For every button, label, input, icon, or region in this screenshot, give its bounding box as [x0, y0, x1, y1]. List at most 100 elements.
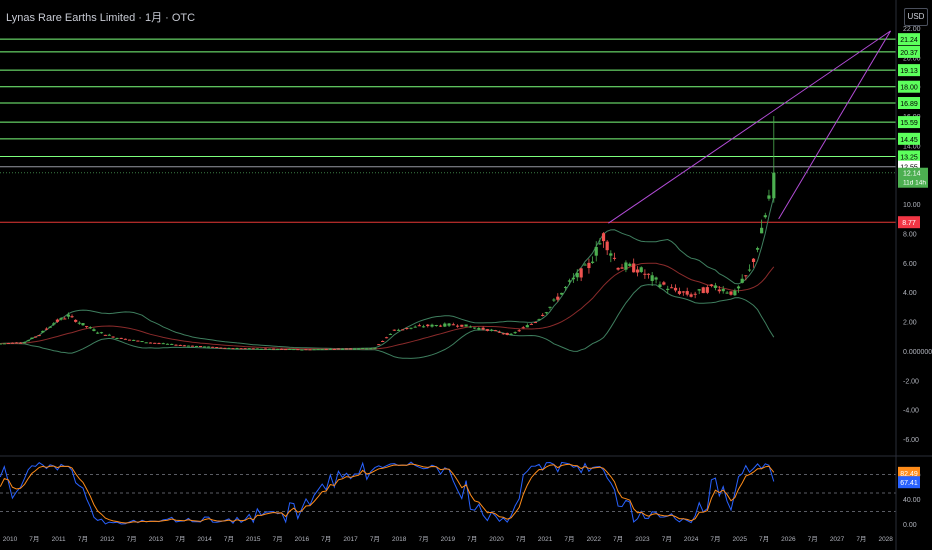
candle-body	[320, 349, 324, 351]
resistance-label: 19.13	[900, 68, 918, 75]
candle-body	[44, 328, 49, 330]
stochastic-k-label: 82.49	[900, 471, 918, 478]
candle-body	[744, 275, 748, 277]
time-tick-label: 2012	[100, 536, 115, 543]
time-tick-label: 2027	[830, 536, 845, 543]
time-tick-label: 2011	[52, 536, 66, 543]
trend-line	[778, 30, 891, 220]
currency-button[interactable]: USD	[904, 8, 928, 26]
time-tick-label: 7月	[78, 535, 88, 543]
candle-body	[284, 349, 288, 351]
candle-body	[605, 241, 609, 251]
candle-body	[161, 343, 165, 345]
candle-body	[693, 293, 697, 295]
candle-body	[92, 329, 96, 331]
time-tick-label: 7月	[516, 535, 526, 543]
time-tick-label: 2013	[149, 536, 164, 543]
candle-body	[365, 348, 369, 350]
resistance-label: 20.37	[900, 50, 918, 57]
candle-body	[481, 327, 485, 330]
candle-body	[612, 257, 617, 259]
candle-body	[643, 273, 647, 275]
candle-body	[733, 290, 737, 296]
oscillator-tick-label: 0.00	[903, 522, 917, 529]
time-tick-label: 7月	[418, 535, 428, 543]
candle-body	[509, 333, 513, 335]
candle-body	[243, 348, 247, 350]
candle-body	[263, 348, 268, 350]
candle-body	[219, 347, 223, 349]
candle-body	[275, 348, 280, 350]
time-tick-label: 2028	[878, 536, 893, 543]
candle-body	[705, 287, 709, 293]
candle-body	[203, 346, 207, 348]
candle-body	[2, 343, 6, 345]
candle-body	[421, 326, 426, 328]
candle-body	[654, 277, 658, 280]
candle-body	[417, 325, 421, 327]
candle-body	[361, 347, 365, 349]
candle-body	[148, 342, 153, 344]
price-tick-label: -6.00	[903, 437, 919, 444]
candle-body	[729, 291, 733, 295]
candle-body	[99, 332, 104, 334]
candle-body	[755, 248, 760, 250]
candle-body	[541, 314, 545, 316]
price-tick-label: 0.000000	[903, 349, 932, 356]
price-tick-label: 4.00	[903, 290, 917, 297]
candle-body	[373, 347, 377, 349]
stochastic-d-label: 67.41	[900, 480, 918, 487]
time-tick-label: 7月	[29, 535, 39, 543]
candle-body	[103, 334, 107, 336]
candle-body	[123, 338, 127, 340]
candle-body	[537, 319, 541, 321]
price-tick-label: 6.00	[903, 261, 917, 268]
candle-body	[280, 348, 284, 350]
resistance-label: 21.24	[900, 37, 918, 44]
candle-body	[211, 346, 215, 348]
candle-body	[336, 348, 340, 350]
candle-body	[601, 233, 606, 242]
candle-body	[490, 329, 494, 331]
candle-body	[460, 324, 464, 327]
candle-body	[587, 262, 591, 269]
price-tick-label: 14.00	[903, 143, 921, 150]
candle-body	[77, 322, 81, 324]
candle-body	[689, 294, 693, 297]
candle-body	[609, 253, 613, 256]
candle-body	[33, 336, 38, 338]
resistance-label: 14.45	[900, 137, 918, 144]
candle-body	[717, 289, 721, 292]
candle-body	[0, 343, 2, 345]
candle-body	[760, 227, 764, 234]
candle-body	[296, 349, 300, 351]
candle-body	[497, 331, 502, 333]
candle-body	[392, 329, 396, 331]
support-label-bg	[898, 216, 920, 229]
candle-body	[639, 267, 643, 272]
candle-body	[165, 343, 170, 345]
candle-body	[681, 291, 685, 293]
resistance-label-bg	[898, 45, 920, 58]
candle-body	[426, 324, 430, 327]
price-tick-label: 22.00	[903, 26, 921, 33]
bollinger-lower	[0, 284, 775, 359]
candle-body	[646, 273, 651, 275]
time-tick-label: 2024	[684, 536, 699, 543]
candle-body	[513, 332, 517, 334]
candle-body	[384, 337, 389, 339]
candle-body	[52, 323, 56, 325]
time-tick-label: 2022	[587, 536, 602, 543]
candle-body	[409, 327, 413, 329]
candle-body	[575, 273, 579, 278]
candle-body	[594, 246, 598, 256]
candle-body	[443, 323, 447, 327]
time-tick-label: 7月	[467, 535, 477, 543]
time-tick-label: 2017	[343, 536, 358, 543]
resistance-label: 16.89	[900, 101, 918, 108]
candle-body	[721, 288, 725, 292]
candle-body	[231, 348, 235, 350]
candle-body	[353, 348, 357, 350]
candle-body	[662, 282, 666, 285]
